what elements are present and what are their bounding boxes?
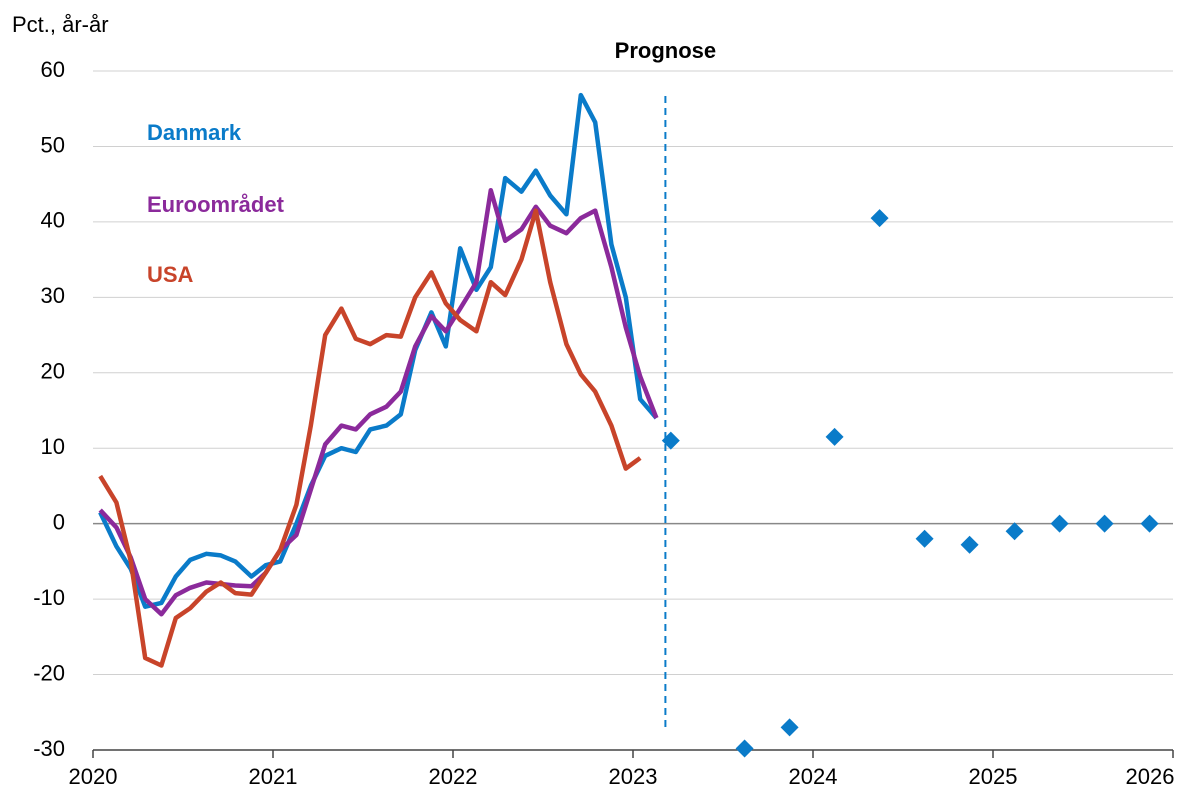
y-tick-label: 50: [41, 132, 65, 157]
forecast-point: [735, 739, 754, 758]
line-series: [98, 208, 642, 668]
y-tick-label: 40: [41, 208, 65, 233]
forecast-point: [661, 431, 680, 450]
legend-label: Danmark: [147, 120, 242, 145]
x-tick-label: 2022: [429, 764, 478, 789]
x-tick-label: 2020: [69, 764, 118, 789]
x-tick-label: 2024: [789, 764, 838, 789]
legend-label: Euroområdet: [147, 192, 285, 217]
forecast-point: [960, 535, 979, 554]
y-tick-label: -30: [33, 736, 65, 761]
x-tick-label: 2026: [1126, 764, 1175, 789]
x-tick-label: 2023: [609, 764, 658, 789]
y-axis-label: Pct., år-år: [12, 12, 109, 37]
y-tick-label: 0: [53, 509, 65, 534]
forecast-point: [870, 209, 889, 228]
forecast-point: [915, 529, 934, 548]
y-tick-label: -10: [33, 585, 65, 610]
forecast-point: [1140, 514, 1159, 533]
forecast-point: [1095, 514, 1114, 533]
forecast-point: [1050, 514, 1069, 533]
legend-label: USA: [147, 262, 194, 287]
line-series: [98, 92, 659, 609]
y-tick-label: 60: [41, 57, 65, 82]
y-tick-label: 20: [41, 359, 65, 384]
forecast-point: [1005, 522, 1024, 541]
y-tick-label: 10: [41, 434, 65, 459]
line-series: [98, 187, 659, 617]
annotation: Prognose: [615, 38, 716, 63]
forecast-point: [780, 718, 799, 737]
y-tick-label: -20: [33, 660, 65, 685]
forecast-point: [825, 427, 844, 446]
x-tick-label: 2021: [249, 764, 298, 789]
y-tick-label: 30: [41, 283, 65, 308]
x-tick-label: 2025: [969, 764, 1018, 789]
